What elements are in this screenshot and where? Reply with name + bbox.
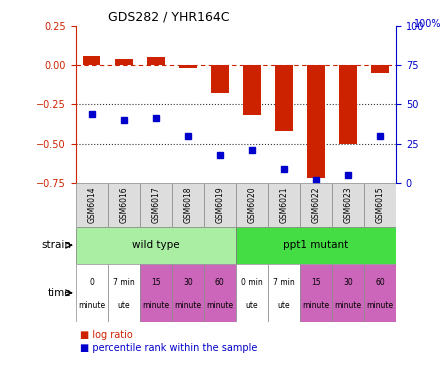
Text: GSM6015: GSM6015 [376, 187, 384, 223]
Bar [236, 227, 396, 264]
Bar [364, 264, 396, 322]
Text: 7 min: 7 min [113, 278, 134, 287]
Bar [275, 65, 293, 131]
Text: GSM6021: GSM6021 [279, 187, 288, 223]
Text: ■ log ratio: ■ log ratio [80, 330, 133, 340]
Bar [76, 227, 236, 264]
Bar [115, 59, 133, 65]
Text: minute: minute [142, 301, 169, 310]
Bar [268, 264, 300, 322]
Bar [76, 264, 108, 322]
Bar [371, 65, 389, 73]
Bar [204, 264, 236, 322]
Bar [204, 183, 236, 227]
Text: 60: 60 [215, 278, 225, 287]
Text: minute: minute [206, 301, 233, 310]
Text: 30: 30 [183, 278, 193, 287]
Text: GSM6019: GSM6019 [215, 187, 224, 223]
Bar [364, 183, 396, 227]
Bar [108, 264, 140, 322]
Text: GSM6022: GSM6022 [312, 187, 320, 223]
Text: GSM6014: GSM6014 [87, 187, 96, 223]
Bar [339, 65, 357, 144]
Bar [147, 57, 165, 65]
Bar [236, 183, 268, 227]
Text: 15: 15 [311, 278, 321, 287]
Text: ute: ute [246, 301, 258, 310]
Text: GSM6017: GSM6017 [151, 187, 160, 223]
Text: ppt1 mutant: ppt1 mutant [283, 240, 348, 250]
Bar [179, 65, 197, 68]
Bar [300, 264, 332, 322]
Text: GSM6023: GSM6023 [344, 187, 352, 223]
Text: ute: ute [117, 301, 130, 310]
Text: GSM6016: GSM6016 [119, 187, 128, 223]
Text: 0 min: 0 min [241, 278, 263, 287]
Bar [300, 183, 332, 227]
Text: GSM6020: GSM6020 [247, 187, 256, 223]
Text: GDS282 / YHR164C: GDS282 / YHR164C [108, 10, 229, 23]
Text: 15: 15 [151, 278, 161, 287]
Y-axis label: 100%: 100% [414, 19, 442, 29]
Text: 60: 60 [375, 278, 385, 287]
Text: 0: 0 [89, 278, 94, 287]
Bar [172, 183, 204, 227]
Text: ute: ute [278, 301, 290, 310]
Text: strain: strain [41, 240, 71, 250]
Bar [140, 264, 172, 322]
Text: minute: minute [303, 301, 329, 310]
Bar [211, 65, 229, 93]
Bar [108, 183, 140, 227]
Bar [243, 65, 261, 115]
Bar [332, 183, 364, 227]
Bar [140, 183, 172, 227]
Text: time: time [48, 288, 71, 298]
Text: wild type: wild type [132, 240, 180, 250]
Bar [268, 183, 300, 227]
Text: minute: minute [174, 301, 201, 310]
Text: ■ percentile rank within the sample: ■ percentile rank within the sample [80, 343, 258, 353]
Bar [83, 56, 101, 65]
Bar [332, 264, 364, 322]
Bar [172, 264, 204, 322]
Bar [236, 264, 268, 322]
Text: minute: minute [335, 301, 361, 310]
Bar [307, 65, 325, 178]
Text: minute: minute [367, 301, 393, 310]
Text: minute: minute [78, 301, 105, 310]
Text: 30: 30 [343, 278, 353, 287]
Bar [76, 183, 108, 227]
Text: GSM6018: GSM6018 [183, 187, 192, 223]
Text: 7 min: 7 min [273, 278, 295, 287]
